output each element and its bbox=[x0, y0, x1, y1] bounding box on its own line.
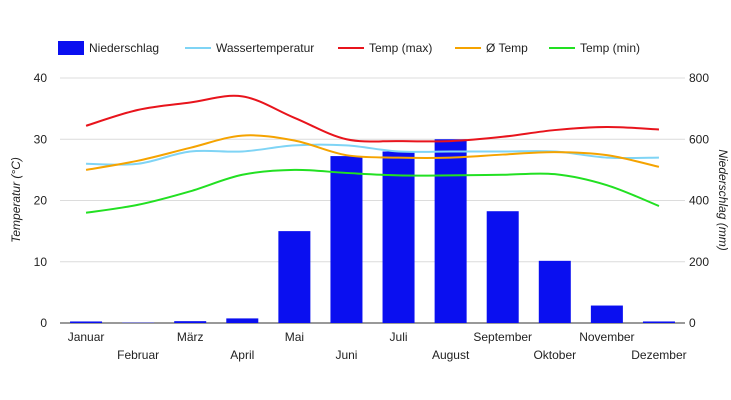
line-temp-min bbox=[85, 168, 660, 214]
y-right-tick-label: 200 bbox=[689, 255, 709, 269]
legend-swatch-niederschlag bbox=[58, 41, 84, 55]
y-left-tick-label: 30 bbox=[34, 132, 48, 146]
precipitation-bars bbox=[70, 139, 675, 323]
legend-label: Ø Temp bbox=[486, 41, 528, 55]
bar-niederschlag bbox=[486, 211, 519, 323]
line-temp-max bbox=[85, 94, 660, 143]
bar-niederschlag bbox=[174, 321, 207, 323]
y-right-tick-label: 0 bbox=[689, 316, 696, 330]
x-tick-label: Juli bbox=[390, 330, 408, 344]
grid-lines bbox=[60, 77, 685, 324]
legend-label: Temp (max) bbox=[369, 41, 432, 55]
temperature-lines bbox=[85, 94, 660, 214]
x-tick-label: August bbox=[432, 348, 470, 362]
x-tick-label: Oktober bbox=[533, 348, 576, 362]
y-axis-left-title: Temperatur (°C) bbox=[9, 157, 23, 243]
x-tick-label: Dezember bbox=[631, 348, 686, 362]
x-tick-label: September bbox=[473, 330, 532, 344]
x-tick-label: Juni bbox=[335, 348, 357, 362]
x-tick-label: Januar bbox=[68, 330, 105, 344]
bar-niederschlag bbox=[538, 260, 571, 323]
bar-niederschlag bbox=[590, 305, 623, 323]
bar-niederschlag bbox=[642, 321, 675, 323]
y-left-tick-label: 0 bbox=[40, 316, 47, 330]
bar-niederschlag bbox=[226, 318, 259, 323]
bar-niederschlag bbox=[330, 156, 363, 323]
y-left-tick-label: 20 bbox=[34, 194, 48, 208]
y-left-tick-label: 10 bbox=[34, 255, 48, 269]
y-axis-right-title: Niederschlag (mm) bbox=[716, 149, 730, 250]
legend-label: Temp (min) bbox=[580, 41, 640, 55]
y-right-tick-label: 400 bbox=[689, 194, 709, 208]
legend: Niederschlag Wassertemperatur Temp (max) Ø … bbox=[58, 41, 640, 55]
y-right-tick-label: 800 bbox=[689, 71, 709, 85]
x-tick-label: November bbox=[579, 330, 634, 344]
line-temp-avg bbox=[85, 134, 660, 171]
x-tick-label: März bbox=[177, 330, 204, 344]
x-tick-label: April bbox=[230, 348, 254, 362]
line-wassertemperatur bbox=[86, 143, 659, 166]
bar-niederschlag bbox=[434, 139, 467, 323]
bar-niederschlag bbox=[70, 321, 103, 323]
y-left-tick-label: 40 bbox=[34, 71, 48, 85]
legend-label: Niederschlag bbox=[89, 41, 159, 55]
axes: 0102030400200400600800JanuarFebruarMärzA… bbox=[34, 71, 710, 362]
x-tick-label: Mai bbox=[285, 330, 304, 344]
y-right-tick-label: 600 bbox=[689, 132, 709, 146]
bar-niederschlag bbox=[382, 151, 415, 323]
x-tick-label: Februar bbox=[117, 348, 159, 362]
legend-label: Wassertemperatur bbox=[216, 41, 314, 55]
bar-niederschlag bbox=[278, 231, 311, 323]
